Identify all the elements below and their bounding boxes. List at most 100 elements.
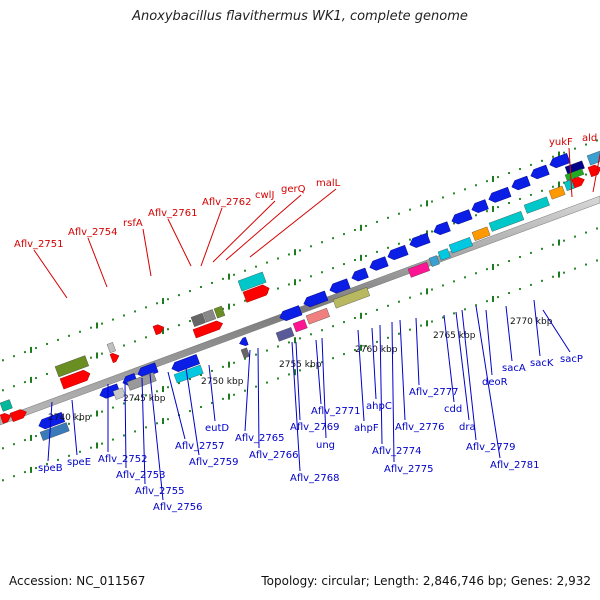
gene-shape <box>433 221 451 236</box>
bottom-gene-label: sacP <box>560 354 583 365</box>
bottom-gene-label: Aflv_2779 <box>466 442 516 453</box>
bottom-label-leader <box>185 367 200 456</box>
reverse-gene-box <box>173 364 204 384</box>
guide-dot <box>123 402 125 405</box>
guide-dot <box>145 306 147 309</box>
guide-dot <box>13 355 15 358</box>
guide-dot <box>398 332 400 335</box>
guide-dot <box>200 406 202 408</box>
guide-dot <box>497 206 499 209</box>
guide-tick <box>294 369 296 376</box>
guide-dot <box>343 321 345 324</box>
guide-dot <box>101 410 103 413</box>
guide-dot <box>244 389 246 392</box>
guide-dot <box>431 320 433 323</box>
guide-dot <box>475 184 477 187</box>
guide-dot <box>387 304 389 307</box>
guide-dot <box>211 281 213 284</box>
gene-block <box>275 327 295 342</box>
bottom-gene-label: cdd <box>444 404 462 415</box>
guide-dot <box>2 447 4 450</box>
guide-dot <box>288 253 290 256</box>
guide-tick <box>228 393 230 400</box>
guide-dot <box>321 241 323 244</box>
gene-shape <box>192 320 223 339</box>
guide-dot <box>156 302 158 305</box>
forward-gene-box <box>106 342 116 354</box>
guide-tick <box>294 337 296 344</box>
gene-block <box>448 237 473 254</box>
guide-dot <box>90 326 92 329</box>
guide-dot <box>79 330 81 333</box>
gene-shape <box>237 271 267 292</box>
guide-dot <box>222 365 224 368</box>
guide-dot <box>563 151 565 154</box>
reverse-gene-box <box>112 387 126 400</box>
bottom-label-leader <box>124 381 127 469</box>
figure-title: Anoxybacillus flavithermus WK1, complete… <box>132 9 468 24</box>
guide-dot <box>101 322 103 325</box>
gene-shape <box>437 248 451 261</box>
reverse-gene-arrow <box>38 412 66 430</box>
guide-dot <box>497 264 499 267</box>
accession-text: Accession: NC_011567 <box>9 574 146 588</box>
gene-shape <box>530 164 550 180</box>
guide-tick <box>558 271 560 278</box>
bottom-gene-label: speE <box>67 457 91 468</box>
top-gene-label: Aflv_2761 <box>148 208 198 219</box>
guide-dot <box>2 479 4 482</box>
reverse-gene-arrow <box>369 256 389 271</box>
bottom-gene-label: deoR <box>482 377 508 388</box>
guide-dot <box>79 418 81 421</box>
guide-dot <box>596 259 598 262</box>
guide-dot <box>266 261 268 264</box>
top-label-leader <box>142 228 152 277</box>
top-label-leader <box>225 194 302 261</box>
top-label-leader <box>87 237 108 288</box>
bottom-label-leader <box>455 311 470 421</box>
gene-block <box>305 307 330 325</box>
guide-dot <box>2 389 4 392</box>
guide-dot <box>46 462 48 465</box>
guide-dot <box>321 271 323 274</box>
gene-shape <box>523 196 550 214</box>
reverse-gene-arrow <box>279 305 303 322</box>
bottom-label-leader <box>315 339 322 405</box>
guide-dot <box>486 210 488 213</box>
guide-dot <box>574 267 576 270</box>
reverse-gene-arrow <box>329 278 351 294</box>
guide-dot <box>431 288 433 291</box>
guide-dot <box>486 180 488 183</box>
guide-dot <box>453 312 455 315</box>
guide-dot <box>508 172 510 175</box>
guide-dot <box>497 176 499 179</box>
forward-gene-box <box>0 399 13 412</box>
bottom-label-leader <box>291 341 301 472</box>
guide-dot <box>310 333 312 336</box>
bottom-gene-label: Aflv_2776 <box>395 422 445 433</box>
guide-tick <box>426 320 428 327</box>
guide-dot <box>497 296 499 299</box>
gene-shape <box>292 319 308 333</box>
guide-dot <box>244 357 246 360</box>
bottom-gene-label: eutD <box>205 423 229 434</box>
gene-shape <box>369 256 389 271</box>
guide-dot <box>189 410 191 413</box>
guide-dot <box>299 279 301 282</box>
bottom-gene-label: ahpF <box>354 423 379 434</box>
top-gene-label: Aflv_2762 <box>202 197 252 208</box>
guide-tick <box>492 175 494 182</box>
forward-gene-box <box>237 271 267 292</box>
guide-dot <box>365 312 367 315</box>
bottom-gene-label: sacA <box>502 363 526 374</box>
gene-shape <box>54 355 90 378</box>
gene-shape <box>152 324 165 336</box>
guide-tick <box>162 386 164 393</box>
bottom-gene-label: Aflv_2781 <box>490 460 540 471</box>
guide-dot <box>24 381 26 384</box>
guide-dot <box>464 276 466 279</box>
guide-dot <box>79 450 81 453</box>
guide-dot <box>156 390 158 393</box>
gene-shape <box>563 179 575 191</box>
